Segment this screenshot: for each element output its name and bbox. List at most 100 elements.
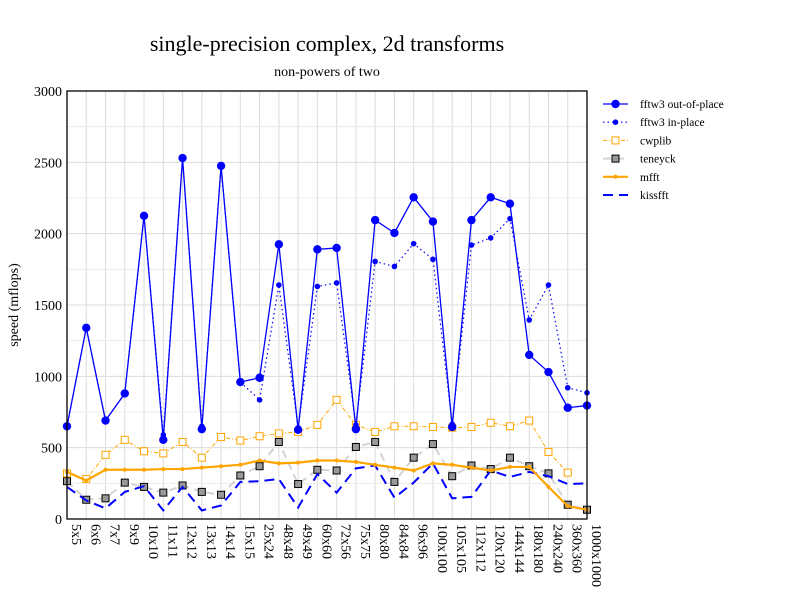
data-point [545, 282, 552, 288]
data-point [373, 462, 378, 467]
data-point [353, 459, 358, 464]
data-point [236, 377, 245, 387]
data-point [428, 217, 438, 226]
data-point [410, 240, 417, 247]
data-point [296, 460, 301, 465]
x-tick-label: 5x5 [68, 524, 83, 545]
data-point [468, 242, 475, 248]
data-point [255, 432, 264, 441]
plot-frame [66, 90, 588, 520]
data-point [351, 442, 360, 451]
data-point [428, 422, 437, 431]
data-point [488, 468, 493, 473]
data-point [563, 468, 572, 477]
data-point [294, 480, 303, 489]
x-tick-label: 360x360 [569, 524, 584, 573]
data-point [332, 395, 341, 404]
data-point [159, 449, 168, 458]
x-tick-label: 112x112 [472, 524, 487, 572]
data-point [315, 458, 320, 463]
data-point [390, 477, 399, 486]
x-tick-label: 25x24 [261, 524, 276, 559]
legend-label: cwplib [640, 135, 672, 147]
data-point [140, 447, 149, 456]
data-point [122, 467, 127, 472]
legend-label: fftw3 out-of-place [640, 99, 724, 111]
data-point [255, 462, 264, 471]
data-point [197, 424, 207, 434]
data-point [448, 472, 457, 481]
x-tick-label: 60x60 [318, 524, 333, 559]
y-tick-label: 1000 [34, 370, 62, 385]
data-point [467, 215, 476, 225]
data-point [332, 243, 341, 253]
data-point [392, 465, 397, 470]
data-point [409, 453, 418, 462]
data-point [161, 467, 166, 472]
data-point [313, 465, 322, 474]
x-tick-label: 180x180 [530, 524, 545, 573]
data-point [409, 193, 418, 202]
data-point [120, 478, 129, 487]
data-point [276, 461, 281, 466]
data-point [390, 228, 399, 238]
x-tick-label: 1000x1000 [588, 524, 603, 587]
data-point [257, 458, 262, 463]
data-point [447, 422, 457, 432]
x-tick-label: 13x13 [203, 524, 218, 559]
data-point [313, 420, 322, 429]
data-point [84, 478, 89, 483]
data-point [274, 437, 283, 446]
data-point [159, 488, 168, 497]
x-tick-label: 75x75 [357, 524, 372, 559]
data-point [216, 161, 226, 171]
chart-subtitle: non-powers of two [274, 65, 380, 80]
x-tick-label: 11x11 [164, 524, 179, 558]
data-point [332, 466, 341, 475]
y-tick-label: 2500 [34, 156, 62, 171]
data-point [527, 464, 532, 469]
data-point [507, 464, 512, 469]
data-point [142, 467, 147, 472]
data-point [564, 384, 571, 391]
data-point [505, 199, 515, 208]
data-point [236, 471, 245, 480]
data-point [103, 467, 108, 472]
data-point [370, 215, 380, 225]
chart-title: single-precision complex, 2d transforms [150, 31, 504, 56]
data-point [101, 494, 110, 503]
data-point [486, 193, 495, 202]
x-tick-label: 10x10 [145, 524, 160, 559]
x-tick-label: 84x84 [395, 524, 410, 559]
legend-marker [611, 99, 620, 109]
series-line-fftw3-out-of-place [66, 158, 588, 440]
x-tick-label: 7x7 [107, 524, 122, 545]
y-axis-label: speed (mflops) [7, 263, 22, 347]
data-point [450, 462, 455, 467]
data-point [120, 389, 129, 398]
x-tick-label: 14x14 [222, 524, 237, 559]
data-point [565, 504, 570, 509]
data-point [526, 317, 533, 323]
series-line-mfft [66, 459, 588, 511]
y-tick-label: 3000 [34, 85, 62, 100]
data-point [430, 461, 435, 466]
data-point [276, 282, 282, 288]
data-point [256, 397, 263, 403]
data-point [255, 373, 264, 382]
y-tick-label: 500 [41, 442, 62, 457]
legend-marker [611, 154, 620, 163]
series-line-kissfft [66, 461, 588, 513]
legend-marker [611, 136, 620, 145]
data-point [391, 263, 398, 270]
x-tick-label: 49x49 [299, 524, 314, 559]
x-tick-label: 6x6 [87, 524, 102, 545]
data-point [372, 258, 378, 265]
x-tick-label: 100x100 [434, 524, 449, 573]
data-point [180, 467, 185, 472]
x-tick-label: 80x80 [376, 524, 391, 559]
data-point [217, 490, 226, 499]
data-point [219, 464, 224, 469]
data-point [217, 432, 226, 441]
